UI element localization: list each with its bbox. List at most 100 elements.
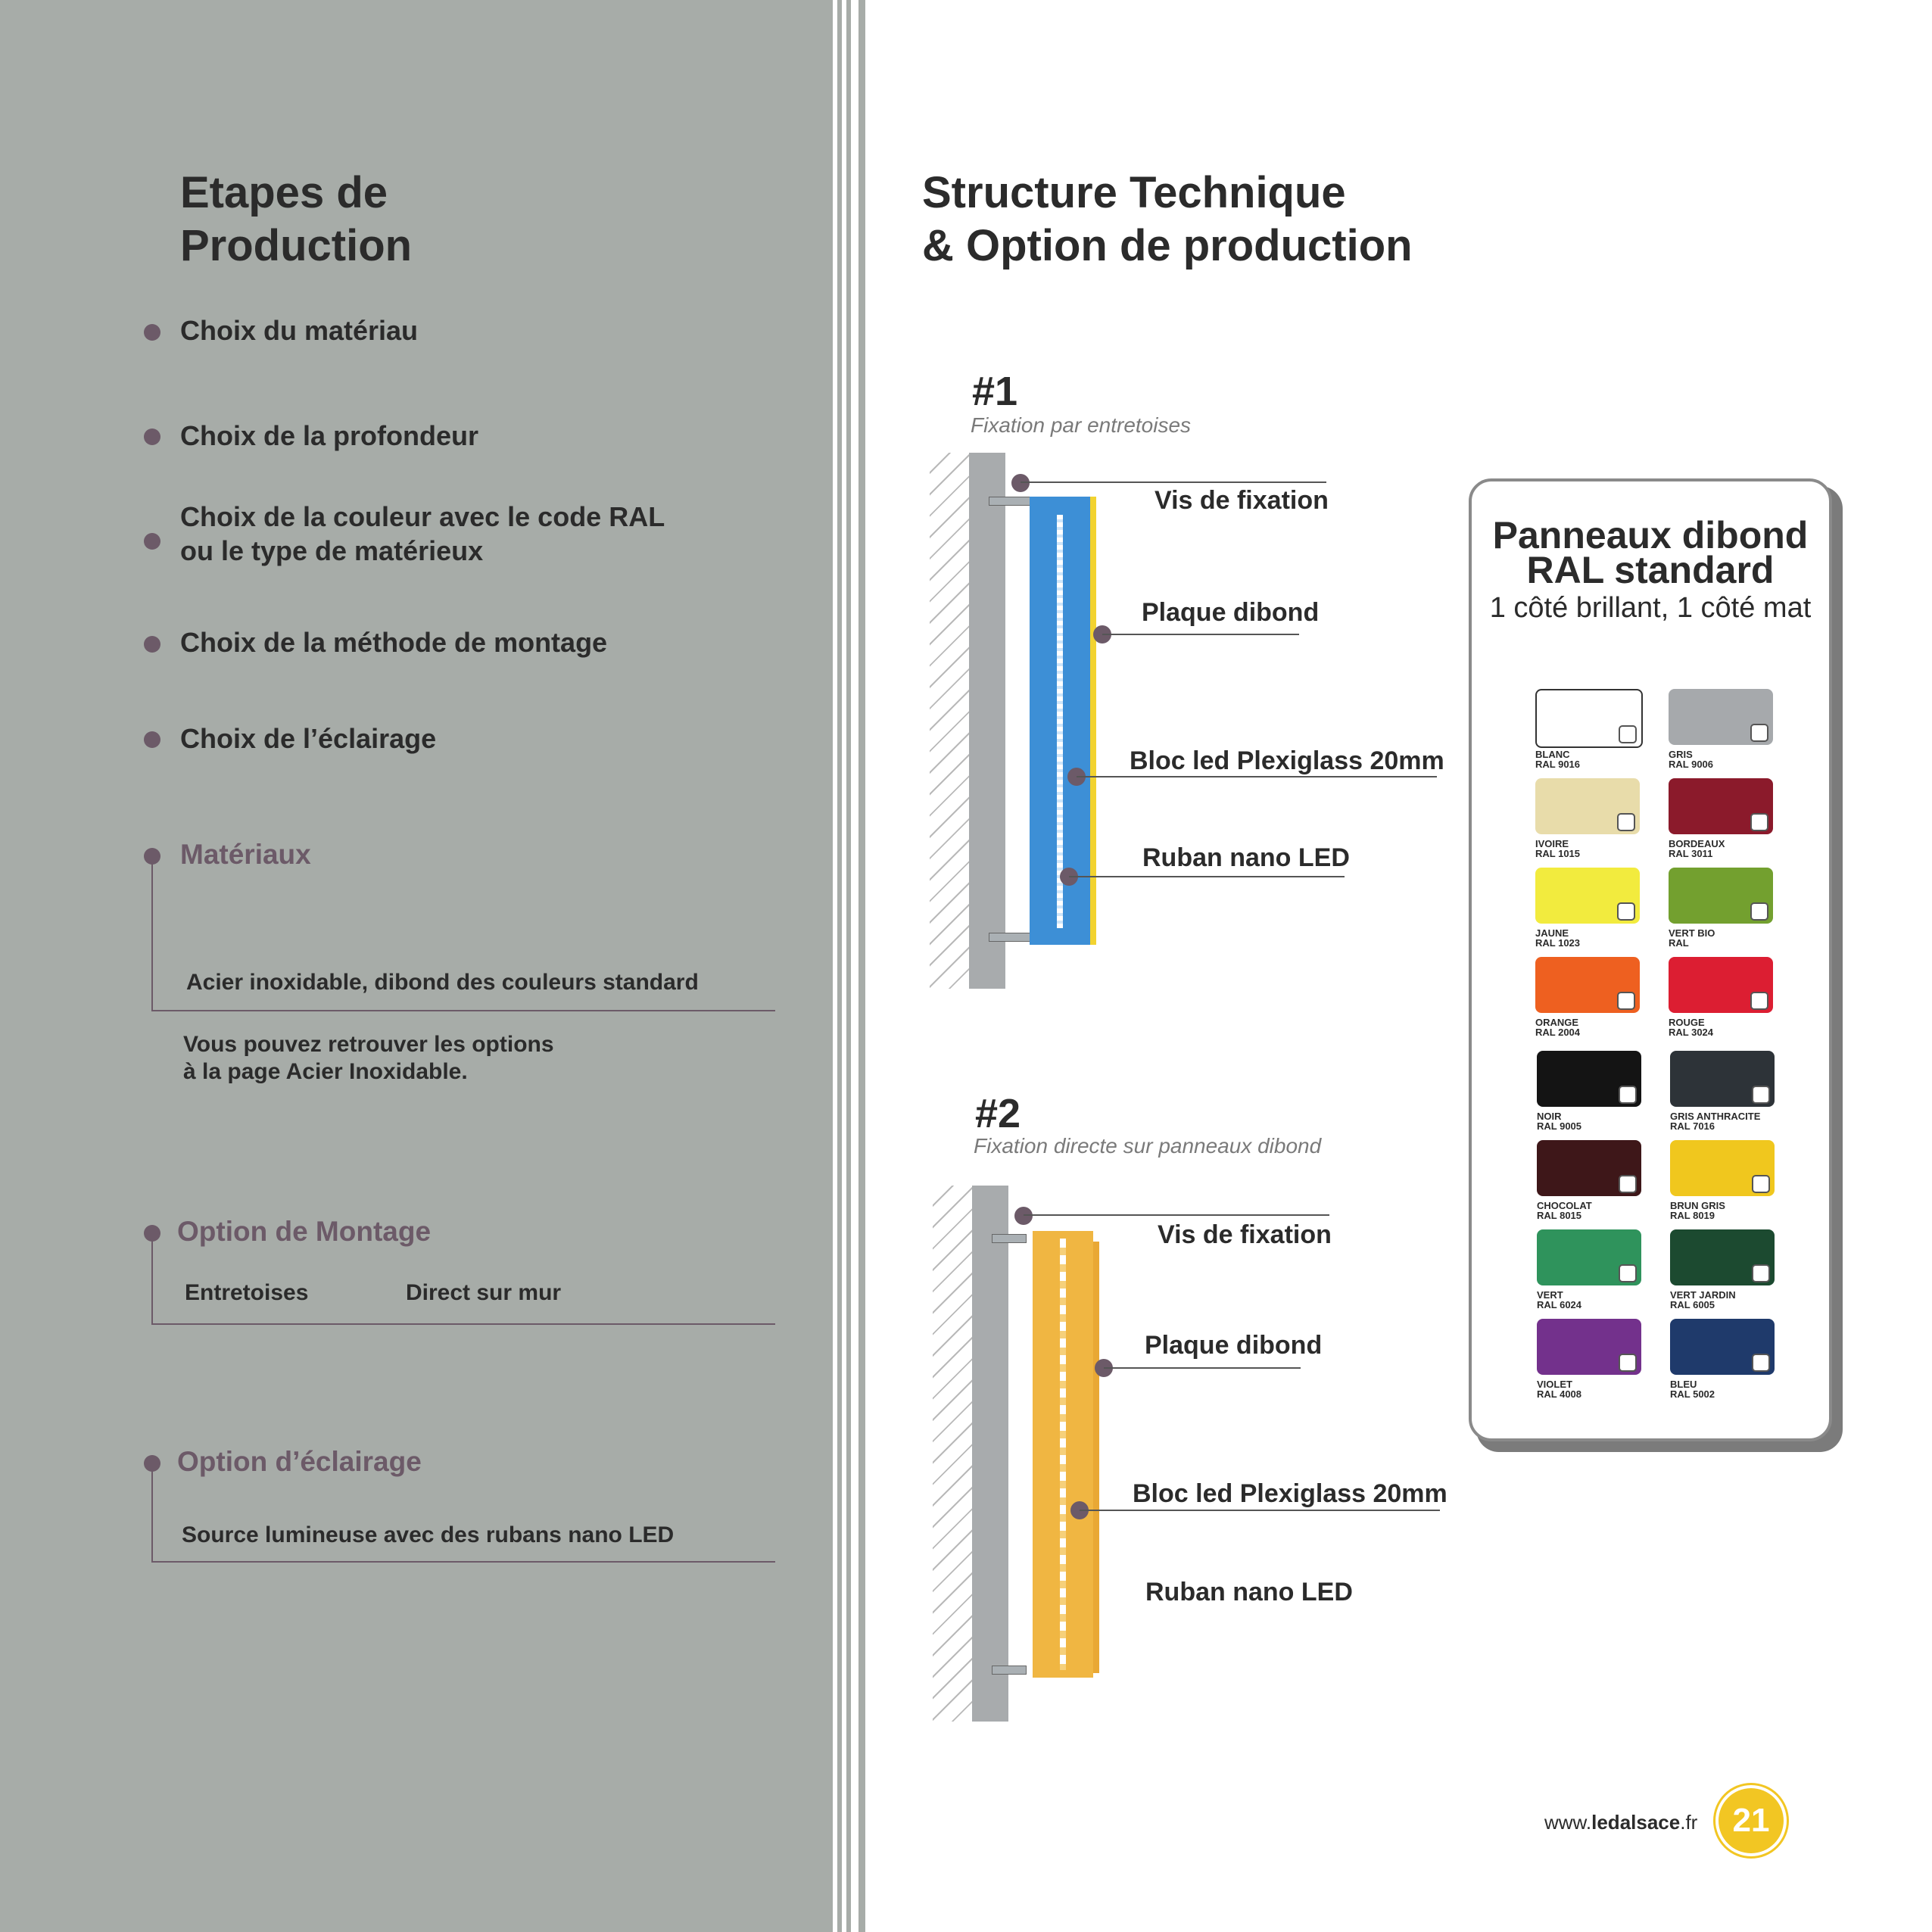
checkbox-icon[interactable] xyxy=(1619,1354,1637,1372)
swatch-ral-code: RAL 4008 xyxy=(1537,1388,1582,1400)
swatch-color-name: VERT JARDIN xyxy=(1670,1289,1736,1301)
label-leader xyxy=(1021,481,1326,483)
ral-box-title: Panneaux dibond RAL standard xyxy=(1472,514,1829,589)
swatch-label: JAUNE RAL 1023 xyxy=(1535,928,1580,948)
checkbox-icon[interactable] xyxy=(1750,724,1768,742)
checkbox-icon[interactable] xyxy=(1752,1354,1770,1372)
checkbox-icon[interactable] xyxy=(1617,992,1635,1010)
section-text: Acier inoxidable, dibond des couleurs st… xyxy=(186,970,699,995)
diagram-label: Vis de fixation xyxy=(1158,1220,1332,1249)
swatch-color-name: BLEU xyxy=(1670,1379,1697,1390)
swatch-color-name: VERT BIO xyxy=(1669,927,1715,939)
step-item: Choix du matériau xyxy=(180,315,419,346)
swatch-label: BRUN GRIS RAL 8019 xyxy=(1670,1201,1725,1220)
bullet-icon xyxy=(144,324,160,341)
checkbox-icon[interactable] xyxy=(1750,902,1768,921)
checkbox-icon[interactable] xyxy=(1619,1175,1637,1193)
checkbox-icon[interactable] xyxy=(1619,725,1637,743)
diagram-label: Ruban nano LED xyxy=(1145,1578,1353,1606)
swatch-label: NOIR RAL 9005 xyxy=(1537,1111,1581,1131)
ral-box: Panneaux dibond RAL standard 1 côté bril… xyxy=(1469,478,1832,1441)
diagram-subtitle: Fixation directe sur panneaux dibond xyxy=(974,1134,1322,1158)
swatch-color-name: NOIR xyxy=(1537,1111,1562,1122)
section-bracket xyxy=(151,1234,153,1325)
diagram-label: Bloc led Plexiglass 20mm xyxy=(1130,746,1444,775)
label-leader xyxy=(1024,1214,1329,1216)
bullet-icon xyxy=(144,1455,160,1472)
step-item: Choix de la couleur avec le code RAL xyxy=(180,501,665,532)
color-swatch xyxy=(1670,1229,1775,1285)
led-strip xyxy=(1057,515,1063,928)
color-swatch xyxy=(1670,1319,1775,1375)
montage-option: Entretoises xyxy=(185,1280,309,1305)
checkbox-icon[interactable] xyxy=(1617,902,1635,921)
section-bracket xyxy=(151,857,153,1011)
checkbox-icon[interactable] xyxy=(1752,1175,1770,1193)
swatch-color-name: BORDEAUX xyxy=(1669,838,1725,849)
section-title: Matériaux xyxy=(180,839,311,870)
led-strip xyxy=(1060,1239,1066,1670)
color-swatch xyxy=(1537,1229,1641,1285)
bullet-icon xyxy=(144,1225,160,1242)
color-swatch xyxy=(1669,957,1773,1013)
step-item: Choix de l’éclairage xyxy=(180,723,437,754)
diagram-label: Ruban nano LED xyxy=(1142,843,1350,872)
color-swatch xyxy=(1669,689,1773,745)
color-swatch xyxy=(1535,868,1640,924)
section-text: Source lumineuse avec des rubans nano LE… xyxy=(182,1522,675,1547)
wall xyxy=(972,1186,1008,1722)
swatch-ral-code: RAL 5002 xyxy=(1670,1388,1715,1400)
swatch-color-name: BLANC xyxy=(1535,749,1570,760)
color-swatch xyxy=(1669,778,1773,834)
bullet-icon xyxy=(144,533,160,550)
section-bracket xyxy=(151,1464,153,1563)
left-panel xyxy=(0,0,833,1932)
label-leader xyxy=(1102,634,1299,635)
fixing-screw xyxy=(992,1234,1027,1243)
section-note: Vous pouvez retrouver les options à la p… xyxy=(183,1031,554,1086)
swatch-ral-code: RAL 6024 xyxy=(1537,1299,1582,1310)
page-number: 21 xyxy=(1732,1802,1770,1839)
bullet-icon xyxy=(144,731,160,748)
step-item: Choix de la profondeur xyxy=(180,420,479,451)
swatch-color-name: CHOCOLAT xyxy=(1537,1200,1592,1211)
section-underline xyxy=(151,1010,775,1011)
checkbox-icon[interactable] xyxy=(1752,1264,1770,1282)
checkbox-icon[interactable] xyxy=(1752,1086,1770,1104)
checkbox-icon[interactable] xyxy=(1619,1086,1637,1104)
checkbox-icon[interactable] xyxy=(1619,1264,1637,1282)
diagram-subtitle: Fixation par entretoises xyxy=(971,413,1192,437)
swatch-color-name: JAUNE xyxy=(1535,927,1569,939)
divider-stripe xyxy=(846,0,851,1932)
divider-stripe xyxy=(842,0,846,1932)
color-swatch xyxy=(1537,1140,1641,1196)
checkbox-icon[interactable] xyxy=(1750,813,1768,831)
swatch-color-name: ROUGE xyxy=(1669,1017,1705,1028)
note-line: Vous pouvez retrouver les options xyxy=(183,1032,554,1057)
swatch-label: GRIS ANTHRACITE RAL 7016 xyxy=(1670,1111,1760,1131)
step-item: Choix de la méthode de montage xyxy=(180,627,608,658)
checkbox-icon[interactable] xyxy=(1750,992,1768,1010)
footer-url[interactable]: www.ledalsace.fr xyxy=(1544,1811,1697,1834)
section-title: Option de Montage xyxy=(177,1216,432,1247)
color-swatch xyxy=(1535,778,1640,834)
swatch-label: ROUGE RAL 3024 xyxy=(1669,1017,1713,1037)
checkbox-icon[interactable] xyxy=(1617,813,1635,831)
montage-option: Direct sur mur xyxy=(406,1280,562,1305)
swatch-color-name: IVOIRE xyxy=(1535,838,1569,849)
section-title: Option d’éclairage xyxy=(177,1446,422,1477)
diagram-label: Bloc led Plexiglass 20mm xyxy=(1133,1479,1447,1508)
diagram-label: Plaque dibond xyxy=(1145,1331,1323,1360)
right-title: Structure Technique & Option de producti… xyxy=(922,167,1413,273)
diagram-number: #2 xyxy=(975,1091,1021,1136)
swatch-ral-code: RAL 9006 xyxy=(1669,759,1714,770)
ral-title-line: Panneaux dibond xyxy=(1492,514,1809,556)
swatch-label: BORDEAUX RAL 3011 xyxy=(1669,839,1725,858)
dibond-plate xyxy=(1090,497,1096,945)
swatch-ral-code: RAL 8019 xyxy=(1670,1210,1715,1221)
url-suffix: .fr xyxy=(1680,1811,1698,1834)
left-title-line: Etapes de xyxy=(180,168,388,217)
swatch-color-name: VIOLET xyxy=(1537,1379,1572,1390)
diagram-number: #1 xyxy=(972,369,1018,414)
swatch-label: BLANC RAL 9016 xyxy=(1535,749,1580,769)
